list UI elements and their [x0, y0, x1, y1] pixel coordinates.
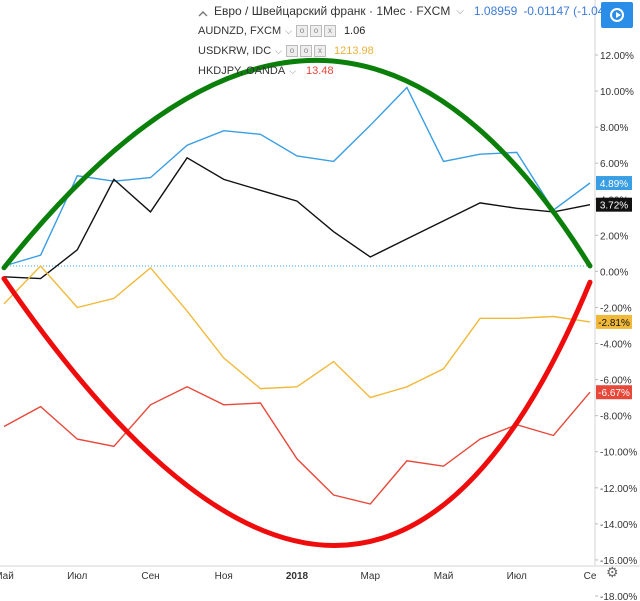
legend-item[interactable]: AUDNZD, FXCM ⌵ o o x 1.06: [198, 25, 365, 37]
caret-down-icon[interactable]: ⌵: [275, 45, 282, 56]
x-tick-label: Июл: [507, 571, 527, 582]
y-axis-strip: [595, 0, 640, 601]
last-value-badge: [596, 176, 632, 191]
last-value-badge: [596, 385, 632, 400]
x-tick-label: Май: [0, 571, 14, 582]
x-tick-label: Май: [434, 571, 454, 582]
series-line: [3, 86, 591, 267]
play-circle-icon: [610, 8, 624, 22]
y-tick-label: -14.00%: [600, 520, 637, 531]
last-value-label: -2.81%: [598, 318, 630, 329]
last-value-label: 4.89%: [600, 179, 628, 190]
y-tick-label: -18.00%: [600, 592, 637, 601]
series-line: [3, 264, 591, 399]
settings-control-icon[interactable]: o: [295, 25, 308, 37]
y-tick-label: -8.00%: [600, 412, 632, 423]
visibility-control-icon[interactable]: o: [299, 45, 312, 57]
legend-item[interactable]: HKDJPY, OANDA ⌵ 13.48: [198, 65, 334, 77]
y-tick-label: 10.00%: [600, 87, 634, 98]
y-tick-label: -16.00%: [600, 556, 637, 567]
y-tick-label: 6.00%: [600, 159, 628, 170]
legend-value: 1213.98: [333, 45, 374, 57]
last-value-badge: [596, 314, 632, 329]
play-button[interactable]: [601, 2, 633, 28]
x-tick-label: Се: [584, 571, 597, 582]
instrument-price: 1.08959: [473, 4, 518, 18]
remove-control-icon[interactable]: x: [323, 25, 336, 37]
y-tick-label: -2.00%: [600, 303, 632, 314]
legend-item[interactable]: USDKRW, IDC ⌵ o o x 1213.98: [198, 45, 374, 57]
legend-value: 1.06: [343, 25, 366, 37]
remove-control-icon[interactable]: x: [313, 45, 326, 57]
legend-symbol: AUDNZD, FXCM: [198, 25, 282, 37]
annotation-arc: [1, 57, 593, 271]
last-value-label: -6.67%: [598, 388, 630, 399]
y-tick-label: 8.00%: [600, 123, 628, 134]
x-tick-label: 2018: [286, 571, 309, 582]
visibility-control-icon[interactable]: o: [309, 25, 322, 37]
legend-symbol: HKDJPY, OANDA: [198, 65, 286, 77]
gear-icon[interactable]: ⚙: [606, 564, 619, 580]
series-line: [3, 156, 591, 280]
y-tick-label: 0.00%: [600, 267, 628, 278]
settings-control-icon[interactable]: o: [285, 45, 298, 57]
y-tick-label: -4.00%: [600, 340, 632, 351]
y-tick-label: -12.00%: [600, 484, 637, 495]
y-tick-label: 12.00%: [600, 51, 634, 62]
chart-header: Евро / Швейцарский франк · 1Mec · FXCM ⌵…: [198, 4, 619, 18]
x-tick-label: Сен: [141, 571, 159, 582]
x-tick-label: Ноя: [215, 571, 233, 582]
caret-down-icon[interactable]: ⌵: [456, 5, 464, 17]
series-line: [3, 386, 591, 505]
x-tick-label: Мар: [360, 571, 380, 582]
legend-symbol: USDKRW, IDC: [198, 45, 272, 57]
caret-down-icon[interactable]: ⌵: [289, 65, 297, 76]
legend-value: 13.48: [306, 65, 334, 77]
y-tick-label: -10.00%: [600, 448, 637, 459]
last-value-badge: [596, 197, 632, 212]
collapse-icon[interactable]: [198, 7, 208, 17]
last-value-label: 3.72%: [600, 201, 628, 212]
instrument-title: Евро / Швейцарский франк · 1Mec · FXCM: [214, 4, 451, 18]
instrument-change: -0.01147 (-1.04%): [523, 4, 620, 18]
y-tick-label: 2.00%: [600, 231, 628, 242]
y-tick-label: -6.00%: [600, 376, 632, 387]
caret-down-icon[interactable]: ⌵: [285, 25, 292, 36]
x-tick-label: Июл: [67, 571, 87, 582]
annotation-arc: [1, 276, 593, 549]
